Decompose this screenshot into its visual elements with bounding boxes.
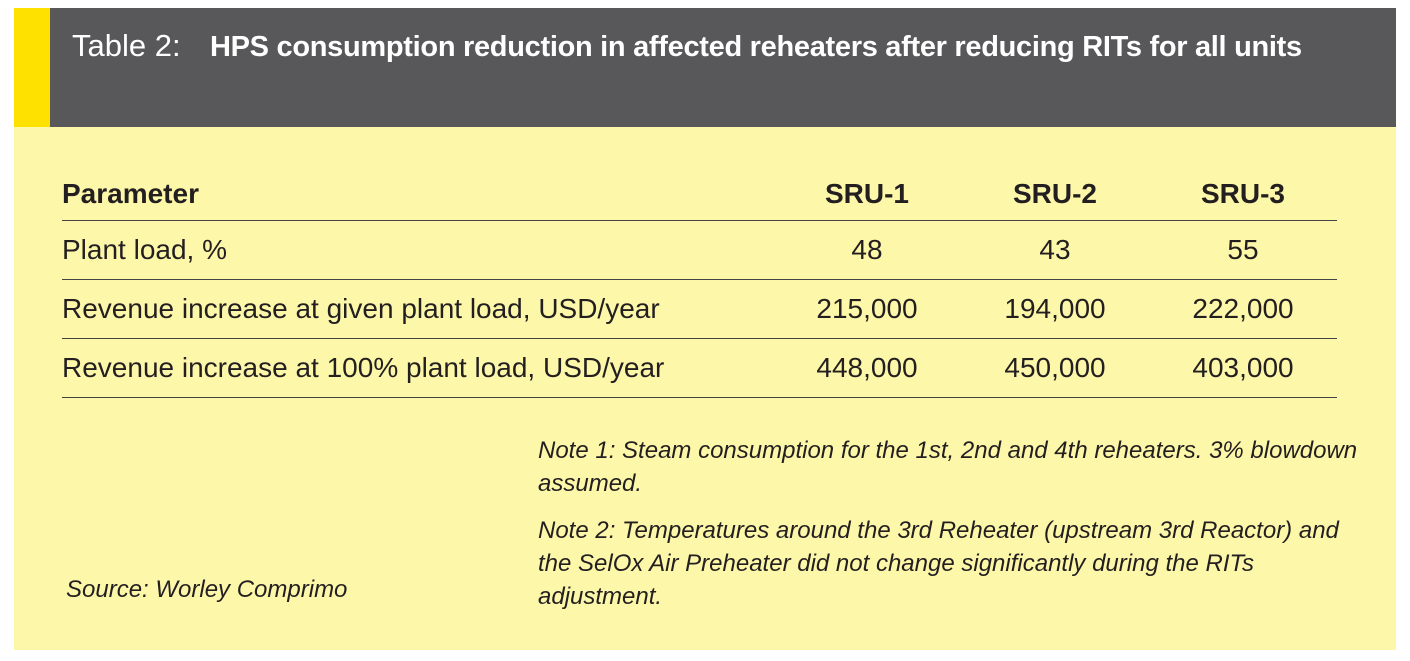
row-label: Plant load, % (62, 220, 773, 280)
accent-bar (14, 8, 50, 127)
column-header: SRU-2 (961, 168, 1149, 221)
note: Note 2: Temperatures around the 3rd Rehe… (538, 517, 1339, 610)
cell: 43 (961, 220, 1149, 280)
column-header: SRU-3 (1149, 168, 1337, 221)
row-label: Revenue increase at given plant load, US… (62, 279, 773, 339)
header-row: Parameter SRU-1 SRU-2 SRU-3 (62, 168, 1337, 221)
column-header: SRU-1 (773, 168, 961, 221)
column-header: Parameter (62, 168, 773, 221)
table-title: HPS consumption reduction in affected re… (210, 31, 1302, 63)
cell: 194,000 (961, 279, 1149, 339)
table-row: Revenue increase at 100% plant load, USD… (62, 338, 1337, 398)
table-label: Table 2: (72, 28, 181, 63)
header: Table 2: HPS consumption reduction in af… (14, 8, 1396, 127)
row-label: Revenue increase at 100% plant load, USD… (62, 338, 773, 398)
cell: 450,000 (961, 338, 1149, 398)
cell: 48 (773, 220, 961, 280)
cell: 222,000 (1149, 279, 1337, 339)
table-row: Revenue increase at given plant load, US… (62, 279, 1337, 339)
table-panel: Table 2: HPS consumption reduction in af… (14, 8, 1396, 650)
cell: 215,000 (773, 279, 961, 339)
cell: 55 (1149, 220, 1337, 280)
cell: 448,000 (773, 338, 961, 398)
note: Note 1: Steam consumption for the 1st, 2… (538, 437, 1358, 497)
table-row: Plant load, % 48 43 55 (62, 220, 1337, 280)
cell: 403,000 (1149, 338, 1337, 398)
data-table: Parameter SRU-1 SRU-2 SRU-3 Plant load, % 48… (62, 168, 1337, 398)
source: Source: Worley Comprimo (66, 576, 348, 603)
